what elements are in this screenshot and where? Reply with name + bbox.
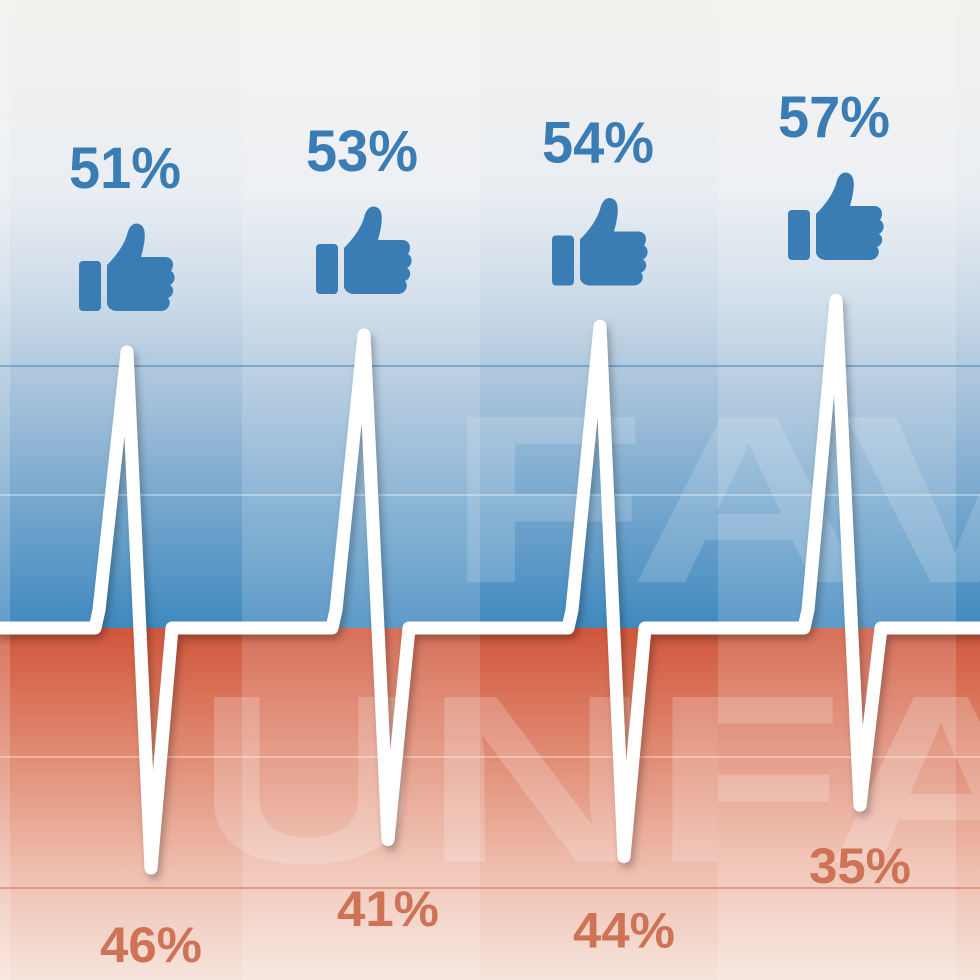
favorable-percent-label: 57% bbox=[778, 85, 890, 150]
unfavorable-percent-label: 46% bbox=[100, 917, 202, 973]
thumbs-up-icon bbox=[79, 223, 175, 311]
column-stripes bbox=[0, 0, 956, 980]
unfavorable-percent-label: 35% bbox=[809, 838, 911, 894]
favorable-percent-label: 54% bbox=[542, 111, 654, 176]
thumbs-up-icon bbox=[316, 206, 412, 294]
unfavorable-percent-label: 41% bbox=[337, 881, 439, 937]
favorable-percent-label: 53% bbox=[306, 119, 418, 184]
favorable-percent-label: 51% bbox=[69, 136, 181, 201]
favorable-watermark: FAV bbox=[445, 365, 980, 633]
unfavorable-percent-label: 44% bbox=[573, 903, 675, 959]
heartbeat-line bbox=[0, 293, 980, 875]
thumbs-up-icon bbox=[788, 172, 884, 260]
thumbs-up-icon bbox=[552, 197, 648, 286]
